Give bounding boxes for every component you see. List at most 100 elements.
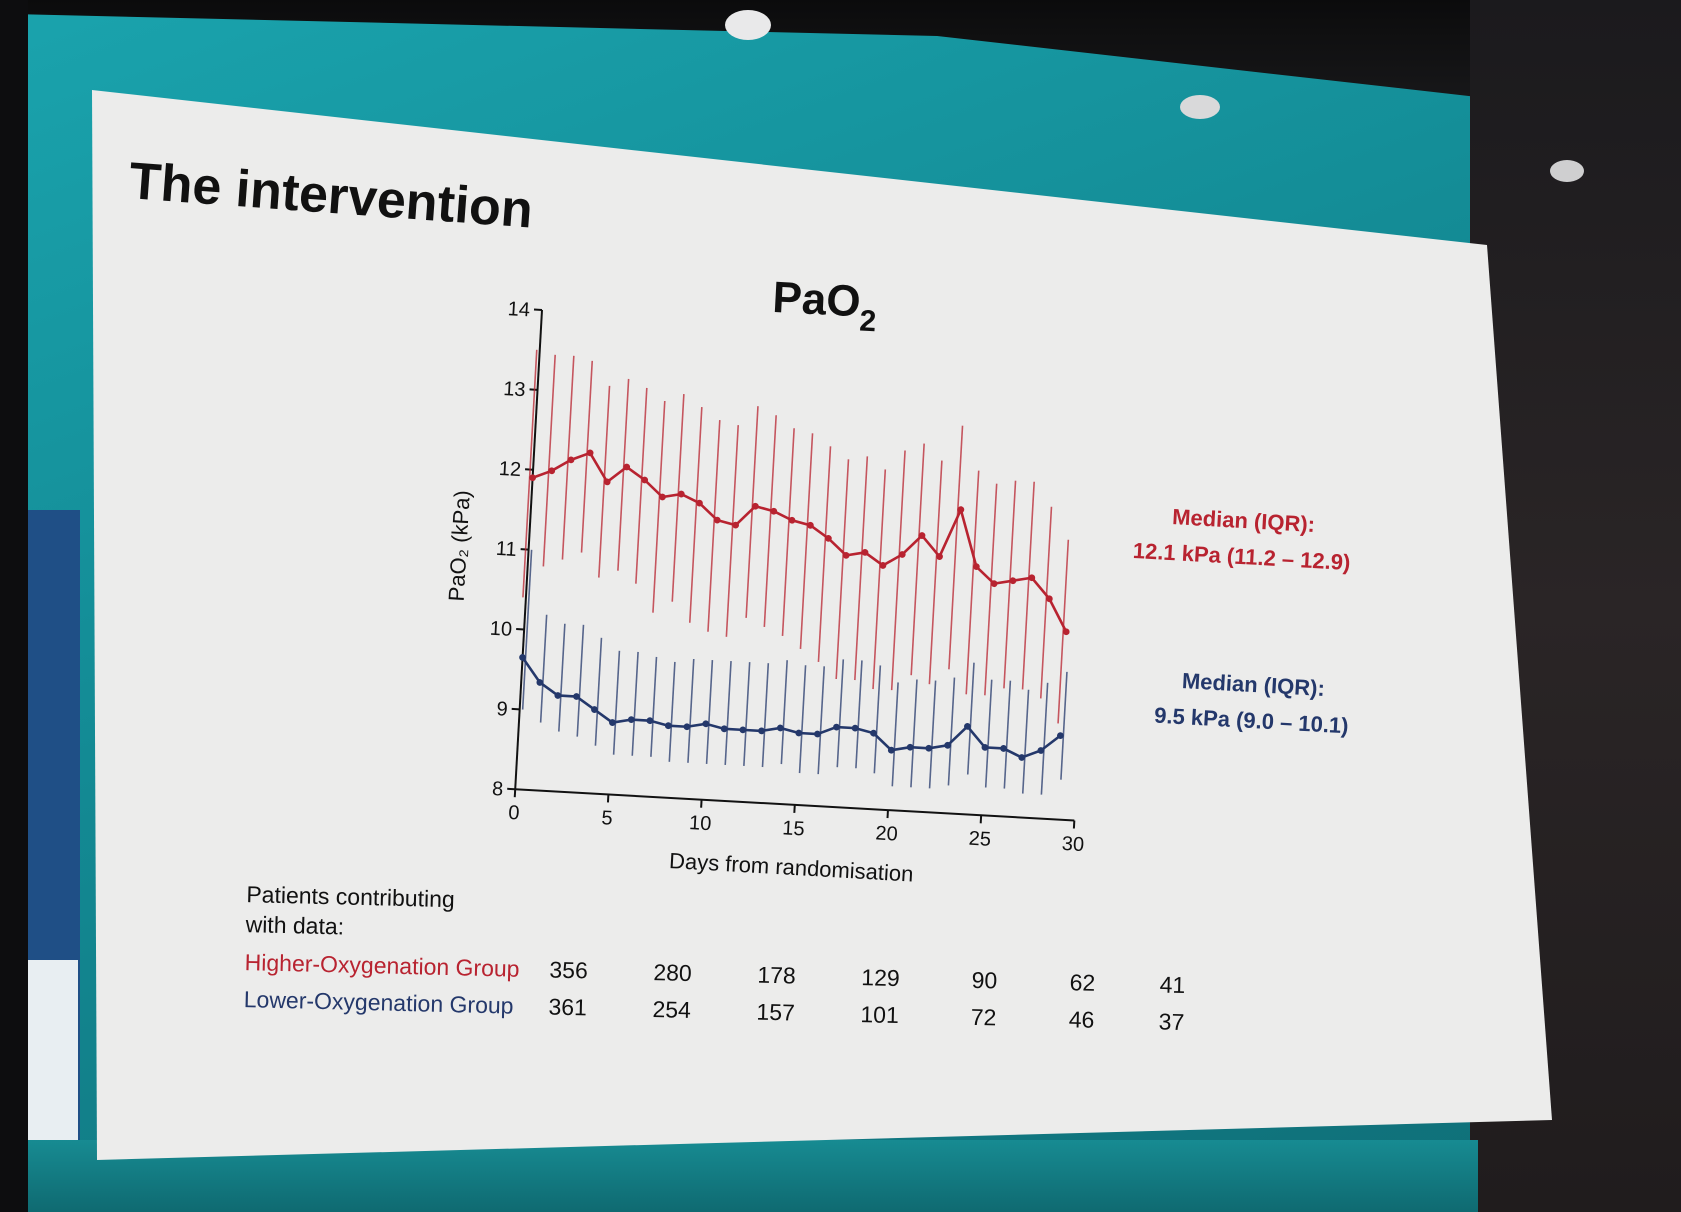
- lower-iqr-bar: [687, 658, 695, 763]
- higher-iqr-bar: [652, 400, 666, 613]
- lower-median-point: [944, 741, 952, 749]
- higher-iqr-bar: [542, 354, 556, 567]
- lower-iqr-bar: [1060, 671, 1068, 780]
- lower-median-point: [758, 727, 765, 735]
- ceiling-light-icon: [1550, 160, 1584, 182]
- lower-iqr-bar: [724, 661, 732, 765]
- higher-median-point: [732, 521, 740, 529]
- higher-count-day-30: 41: [1159, 971, 1185, 998]
- presentation-slide: The intervention PaO2 8 9 10 11 12 13 14 0 5 10 15…: [92, 90, 1552, 1160]
- lower-iqr-bar: [780, 660, 788, 765]
- lower-count-day-25: 46: [1068, 1006, 1094, 1033]
- lower-median-point: [536, 679, 544, 686]
- higher-iqr-bar: [1039, 506, 1053, 699]
- lower-median-point: [646, 717, 654, 725]
- lower-iqr-bar: [668, 661, 676, 762]
- higher-iqr-bar: [854, 456, 869, 681]
- higher-iqr-bar: [781, 428, 795, 636]
- higher-median-label: Median (IQR):: [1172, 504, 1316, 537]
- higher-count-day-10: 178: [757, 962, 796, 989]
- lower-iqr-bar: [594, 637, 603, 746]
- y-tick-label: 13: [503, 378, 526, 401]
- patient-counts: 356 280 178 129 90 62 41 361 254 157 101 72 46 37: [548, 957, 1185, 1036]
- higher-iqr-bar: [872, 469, 887, 690]
- x-tick-label: 5: [601, 807, 613, 830]
- lower-median-line: [521, 656, 1062, 759]
- higher-median-point: [1062, 628, 1070, 636]
- x-axis-label: Days from randomisation: [668, 848, 914, 887]
- x-tick-label: 10: [689, 812, 712, 835]
- higher-iqr-bar: [725, 425, 740, 637]
- higher-median-point: [972, 563, 980, 571]
- higher-iqr-bar: [671, 394, 685, 602]
- plot-area: 8 9 10 11 12 13 14 0 5 10 15 20 25 30 PaO₂ (kPa) Days…: [444, 298, 1085, 887]
- lower-median-point: [683, 723, 691, 731]
- lower-iqr-bar: [631, 651, 639, 756]
- x-tick-label: 30: [1061, 833, 1084, 856]
- higher-median-point: [641, 476, 649, 484]
- ceiling-light-icon: [1180, 95, 1220, 119]
- lower-iqr-bar: [855, 660, 863, 769]
- higher-median-line: [532, 451, 1068, 633]
- lower-iqr-bar: [817, 666, 826, 775]
- lower-median-point: [591, 706, 598, 713]
- higher-median-point: [677, 490, 685, 498]
- x-tick-label: 15: [782, 817, 805, 840]
- higher-median-point: [990, 580, 998, 588]
- lower-iqr-bar: [984, 679, 993, 788]
- lower-iqr-bar: [873, 665, 882, 774]
- y-tick-label: 9: [496, 698, 508, 721]
- lower-iqr-bar: [1021, 689, 1030, 794]
- higher-median-point: [1045, 595, 1053, 603]
- lower-iqr-bar: [947, 677, 956, 786]
- lower-iqr-bar: [705, 660, 714, 764]
- lower-median-point: [833, 723, 840, 731]
- lower-median-point: [1000, 745, 1007, 752]
- higher-median-point: [842, 551, 850, 559]
- higher-median-point: [586, 449, 594, 457]
- higher-median-point: [806, 521, 814, 529]
- higher-median-point: [751, 502, 759, 510]
- higher-iqr-bar: [617, 378, 630, 571]
- lower-iqr-bar: [966, 662, 975, 775]
- lower-median-value: 9.5 kPa (9.0 – 10.1): [1154, 703, 1350, 739]
- slide-title: The intervention: [127, 152, 535, 239]
- higher-iqr-bar: [763, 415, 777, 627]
- lower-iqr-bar: [743, 662, 751, 767]
- lower-median-point: [1056, 732, 1064, 740]
- x-tick-label: 20: [875, 822, 898, 845]
- higher-median-point: [918, 532, 926, 539]
- higher-iqr-bar: [561, 355, 575, 560]
- y-tick-label: 12: [498, 458, 521, 481]
- higher-median-point: [567, 456, 575, 464]
- lower-count-day-30: 37: [1158, 1008, 1184, 1035]
- lower-iqr-bar: [761, 663, 770, 768]
- backdrop-left-light-panel: [28, 960, 78, 1160]
- higher-median-point: [659, 493, 666, 501]
- series-points: [519, 449, 1070, 761]
- higher-median-point: [957, 506, 965, 514]
- higher-iqr-bar: [817, 446, 832, 663]
- lower-median-point: [814, 730, 821, 738]
- lower-iqr-bar: [1003, 680, 1012, 789]
- higher-count-day-5: 280: [653, 959, 692, 986]
- higher-count-day-20: 90: [971, 967, 997, 994]
- lower-iqr-bar: [558, 623, 566, 732]
- higher-median-point: [713, 516, 721, 524]
- higher-median-value: 12.1 kPa (11.2 – 12.9): [1132, 538, 1351, 575]
- lower-iqr-bar: [798, 665, 807, 774]
- higher-median-point: [1009, 577, 1017, 585]
- higher-iqr-bar: [948, 425, 964, 670]
- lower-count-day-0: 361: [548, 994, 587, 1021]
- lower-count-day-15: 101: [860, 1001, 899, 1028]
- higher-median-point: [824, 534, 832, 542]
- higher-iqr-bar: [745, 406, 759, 618]
- lower-iqr-bar: [612, 650, 621, 755]
- higher-iqr-bar: [580, 360, 594, 553]
- lower-median-point: [554, 692, 562, 699]
- higher-iqr-bar: [522, 349, 538, 598]
- x-tick-label: 25: [968, 828, 991, 851]
- y-tick-label: 8: [491, 778, 503, 801]
